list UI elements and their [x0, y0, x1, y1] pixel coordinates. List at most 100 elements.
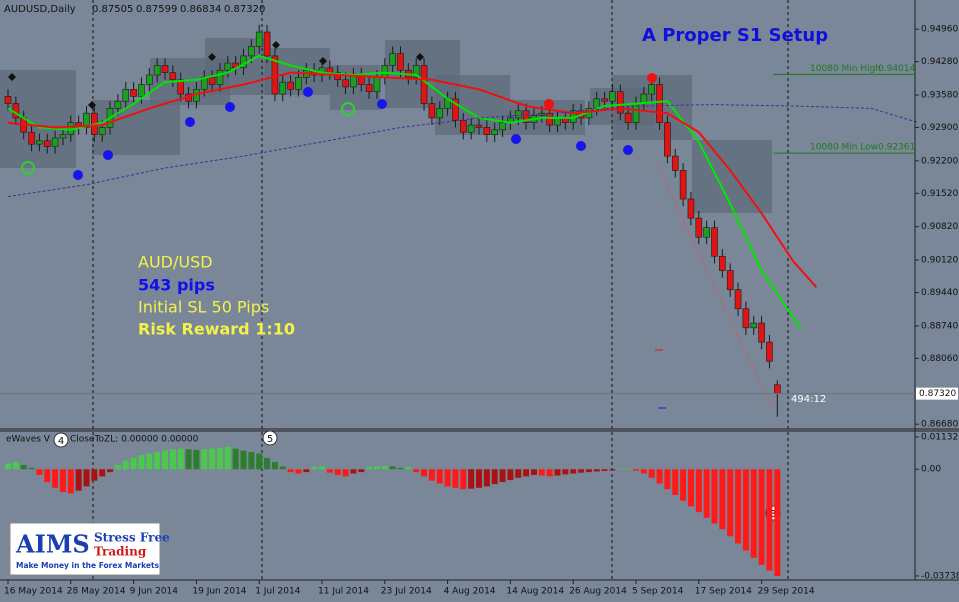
- moving-average: [7, 54, 802, 330]
- histogram-bar: [609, 469, 616, 471]
- y-tick-label: 0.94280: [921, 57, 958, 67]
- histogram-bar: [546, 469, 553, 477]
- candle-body: [499, 122, 506, 131]
- histogram-bar: [52, 469, 59, 488]
- candle-body: [695, 217, 703, 238]
- y-tick-label: 0.86680: [921, 420, 958, 430]
- histogram-bar: [373, 466, 380, 470]
- histogram-bar: [585, 469, 592, 473]
- histogram-bar: [20, 464, 27, 470]
- candle-body: [593, 98, 601, 109]
- logo: AIMS Stress Free Trading Make Money in t…: [9, 522, 170, 576]
- histogram-bar: [570, 469, 577, 474]
- histogram-bar: [397, 467, 404, 470]
- histogram-bar: [766, 469, 773, 571]
- histogram-bar: [491, 469, 498, 485]
- wave-marker: [262, 430, 278, 446]
- histogram-bar: [389, 466, 396, 470]
- candle-body: [412, 65, 420, 78]
- candle-body: [773, 384, 781, 394]
- candle-body: [656, 84, 663, 123]
- histogram-bar: [483, 469, 490, 487]
- signal-dot: [103, 150, 113, 160]
- candle-body: [491, 129, 499, 135]
- candle-body: [28, 131, 35, 145]
- x-tick-label: 29 Sep 2014: [758, 587, 815, 597]
- histogram-bar: [452, 469, 459, 488]
- logo-line: Stress Free: [94, 531, 170, 545]
- histogram-bar: [91, 469, 98, 481]
- histogram-bar: [75, 469, 82, 491]
- candle-body: [522, 110, 530, 123]
- histogram-bar: [468, 469, 475, 489]
- histogram-bar: [334, 469, 341, 475]
- histogram-bar: [436, 469, 443, 484]
- range-box: [0, 70, 76, 168]
- y-tick-label: 0.92200: [921, 156, 958, 166]
- candle-body: [687, 198, 695, 219]
- candle-body: [326, 67, 334, 73]
- candle-body: [624, 112, 632, 123]
- candle-body: [43, 140, 51, 147]
- candle-body: [601, 98, 608, 102]
- histogram-bar: [201, 449, 208, 470]
- candle-body: [452, 98, 459, 121]
- y-tick-label: 0.88060: [921, 354, 958, 364]
- histogram-bar: [703, 469, 710, 518]
- level-value: 0.94014: [878, 64, 915, 74]
- candle-body: [554, 117, 561, 126]
- candle-body: [161, 65, 169, 73]
- candle-body: [616, 91, 624, 114]
- histogram-bar: [680, 469, 687, 501]
- level-name: 10080 Min High: [810, 64, 881, 74]
- histogram-bar: [193, 449, 200, 470]
- y-tick-label: 0.94960: [921, 25, 958, 35]
- x-tick-label: 1 Jul 2014: [255, 587, 300, 597]
- candle-body: [428, 103, 436, 119]
- signal-ring: [341, 102, 355, 116]
- y-tick-label: 0.88740: [921, 321, 958, 331]
- histogram-bar: [326, 469, 333, 473]
- x-tick-label: 16 May 2014: [4, 587, 63, 597]
- candle-body: [750, 322, 758, 329]
- histogram-bar: [625, 468, 632, 470]
- histogram-bar: [633, 469, 639, 471]
- candle-body: [758, 322, 765, 343]
- x-tick-label: 28 May 2014: [67, 587, 126, 597]
- histogram-bar: [656, 469, 663, 484]
- logo-line: Trading: [94, 545, 147, 559]
- candle-body: [287, 81, 294, 90]
- signal-dot: [377, 99, 387, 109]
- histogram-bar: [319, 466, 325, 470]
- histogram-bar: [727, 469, 734, 537]
- histogram-bar: [617, 468, 624, 470]
- histogram-bar: [758, 469, 765, 565]
- y-tick-label: 0.00: [921, 465, 941, 475]
- signal-dot: [225, 102, 235, 112]
- histogram-bar: [248, 452, 255, 470]
- histogram-bar: [138, 454, 145, 470]
- candle-body: [146, 74, 153, 85]
- x-tick-label: 9 Jun 2014: [130, 587, 179, 597]
- candle-body: [169, 72, 177, 81]
- candle-body: [216, 69, 224, 85]
- candle-body: [279, 81, 287, 95]
- histogram-bar: [122, 460, 129, 470]
- histogram-bar: [114, 464, 121, 470]
- symbol: AUDUSD,Daily: [4, 4, 76, 15]
- histogram-bar: [154, 452, 161, 470]
- y-tick-label: 0.92900: [921, 123, 958, 133]
- histogram-bar: [538, 469, 545, 476]
- x-tick-label: 26 Aug 2014: [569, 587, 627, 597]
- histogram-bar: [107, 469, 114, 473]
- candle-body: [475, 124, 483, 128]
- logo-box: [9, 522, 161, 576]
- histogram-bar: [59, 469, 66, 493]
- x-tick-label: 19 Jun 2014: [192, 587, 246, 597]
- candle-body: [177, 79, 184, 95]
- candle-body: [51, 137, 59, 147]
- ohlc: 0.87505: [92, 4, 133, 15]
- histogram-bar: [67, 469, 74, 494]
